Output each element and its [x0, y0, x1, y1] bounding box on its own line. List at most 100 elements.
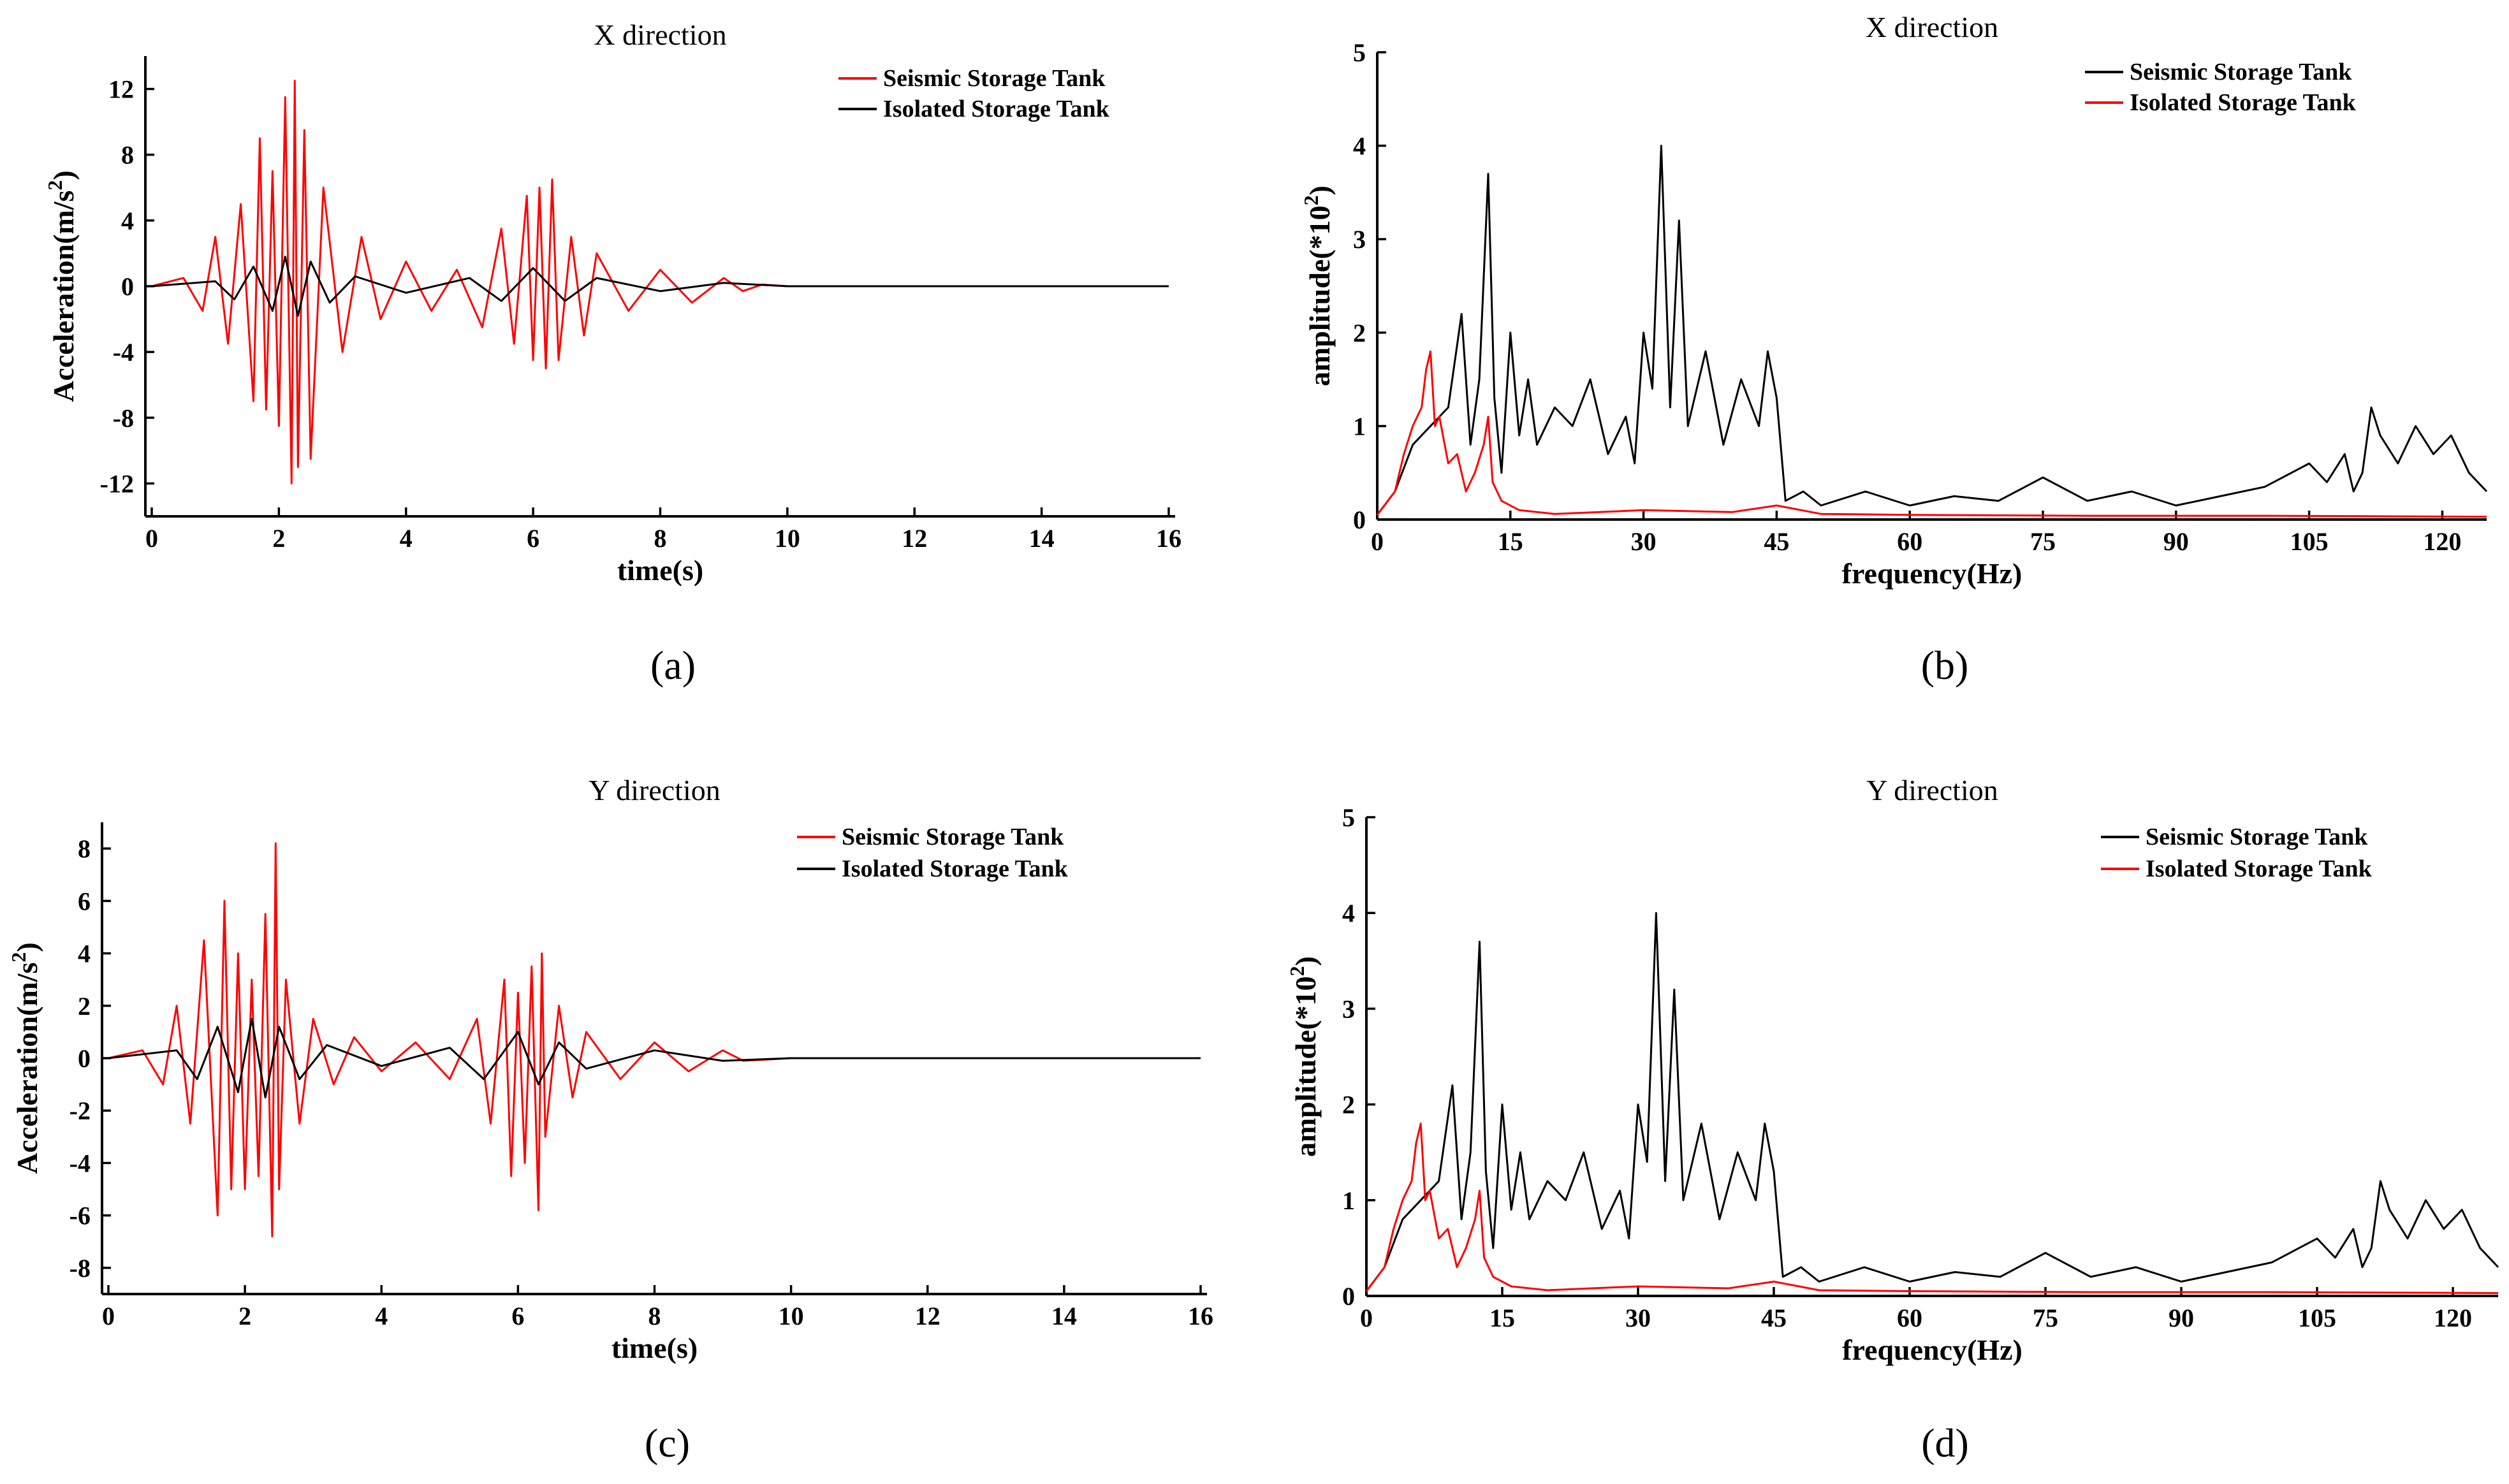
series-line-isolated-storage-tank	[1376, 350, 2487, 518]
chart-panel-c: Y direction 0 2 4 6 8 10 12 14 16 8 6 4 2 0 -2 -4 -6 -8 tim…	[7, 774, 1213, 1466]
series-line-seismic-storage-tank	[108, 842, 1201, 1238]
y-tick-label: -8	[113, 404, 134, 432]
y-axis-title-main: amplitude(*10	[1303, 205, 1336, 386]
x-tick-label: 60	[1897, 527, 1922, 556]
y-tick-label: -8	[69, 1254, 91, 1283]
y-axis-title-end: )	[1303, 186, 1336, 195]
y-tick-label: -4	[113, 338, 134, 367]
y-tick-label: 1	[1342, 1186, 1355, 1215]
x-tick-label: 4	[375, 1302, 388, 1330]
x-tick-label: 6	[511, 1302, 524, 1330]
y-tick-label: 2	[78, 992, 91, 1021]
y-tick-label: 4	[121, 207, 134, 235]
y-axis-title-end: )	[1289, 956, 1322, 966]
x-tick-label: 105	[2290, 527, 2329, 556]
x-tick-label: 0	[1360, 1304, 1373, 1332]
y-tick-label: 4	[78, 940, 91, 968]
x-tick-label: 60	[1897, 1304, 1922, 1332]
y-axis-title-main: amplitude(*10	[1289, 976, 1322, 1157]
y-axis-title-end: )	[47, 170, 80, 180]
y-axis-title-main: Acceleration(m/s	[11, 963, 43, 1174]
x-tick-label: 0	[145, 524, 158, 553]
y-tick-label: 1	[1353, 412, 1366, 440]
legend-entry: Isolated Storage Tank	[883, 96, 1110, 122]
y-axis-title: Acceleration(m/s2)	[43, 170, 80, 402]
x-tick-label: 16	[1188, 1302, 1213, 1330]
x-tick-label: 30	[1625, 1304, 1651, 1332]
y-axis-title: amplitude(*102)	[1285, 956, 1322, 1157]
y-tick-label: 4	[1353, 132, 1366, 161]
x-tick-label: 14	[1051, 1302, 1077, 1330]
legend-entry: Isolated Storage Tank	[842, 855, 1069, 882]
y-axis-title-superscript: 2	[1299, 195, 1322, 205]
y-tick-label: -2	[69, 1096, 91, 1125]
x-tick-label: 45	[1764, 527, 1789, 556]
y-tick-label: 0	[121, 272, 134, 301]
chart-title: X direction	[1866, 11, 1998, 43]
y-axis-title-superscript: 2	[1285, 966, 1308, 976]
y-tick-label: 4	[1342, 899, 1355, 927]
legend-entry: Isolated Storage Tank	[2146, 855, 2373, 882]
x-tick-label: 45	[1761, 1304, 1787, 1332]
x-tick-label: 12	[915, 1302, 940, 1330]
panel-label: (a)	[650, 643, 696, 688]
x-axis-title: time(s)	[617, 554, 703, 586]
legend-entry: Seismic Storage Tank	[842, 824, 1064, 850]
x-tick-label: 2	[272, 524, 285, 553]
y-tick-label: 2	[1353, 319, 1366, 347]
y-tick-label: 3	[1342, 994, 1355, 1023]
y-tick-label: 8	[78, 834, 91, 863]
series-line-seismic-storage-tank	[1376, 145, 2488, 516]
series-line-isolated-storage-tank	[151, 256, 1169, 317]
y-tick-label: 0	[78, 1044, 91, 1073]
x-tick-label: 2	[238, 1302, 251, 1330]
x-tick-label: 15	[1489, 1304, 1515, 1332]
y-tick-label: 0	[1353, 506, 1366, 534]
panel-label: (c)	[645, 1420, 690, 1466]
chart-title: Y direction	[1866, 774, 1998, 806]
series-line-seismic-storage-tank	[151, 80, 1169, 484]
legend-entry: Seismic Storage Tank	[2146, 824, 2368, 850]
y-axis-title-superscript: 2	[7, 952, 30, 963]
y-tick-label: 6	[78, 887, 91, 915]
y-tick-label: 5	[1353, 38, 1366, 67]
y-tick-label: 2	[1342, 1091, 1355, 1119]
legend-entry: Seismic Storage Tank	[2130, 59, 2352, 85]
x-tick-label: 15	[1498, 527, 1523, 556]
y-tick-label: 12	[108, 75, 134, 104]
x-axis-title: time(s)	[611, 1332, 698, 1364]
x-tick-label: 4	[400, 524, 413, 553]
x-tick-label: 6	[527, 524, 539, 553]
y-axis-title-superscript: 2	[43, 180, 66, 191]
x-tick-label: 75	[2033, 1304, 2058, 1332]
x-tick-label: 10	[775, 524, 800, 553]
x-tick-label: 0	[102, 1302, 115, 1330]
y-axis-title-end: )	[11, 942, 43, 952]
x-tick-label: 120	[2434, 1304, 2472, 1332]
series-line-isolated-storage-tank	[1365, 1123, 2499, 1294]
y-tick-label: 0	[1342, 1282, 1355, 1311]
x-axis-title: frequency(Hz)	[1842, 557, 2023, 590]
x-tick-label: 10	[779, 1302, 804, 1330]
x-tick-label: 16	[1156, 524, 1181, 553]
y-tick-label: -6	[69, 1202, 91, 1230]
series-line-isolated-storage-tank	[108, 1017, 1201, 1099]
x-tick-label: 8	[648, 1302, 661, 1330]
x-tick-label: 105	[2298, 1304, 2336, 1332]
panel-label: (b)	[1921, 643, 1969, 688]
chart-panel-a: X direction 0 2 4 6 8 10 12 14 16 12 8 4 0 -4 -8 -12 time…	[43, 18, 1181, 688]
y-tick-label: 3	[1353, 225, 1366, 254]
y-axis-title: amplitude(*102)	[1299, 186, 1336, 386]
x-tick-label: 0	[1371, 527, 1384, 556]
x-tick-label: 8	[654, 524, 667, 553]
y-tick-label: 5	[1342, 803, 1355, 832]
x-tick-label: 90	[2163, 527, 2189, 556]
legend-entry: Seismic Storage Tank	[883, 65, 1106, 92]
legend-entry: Isolated Storage Tank	[2130, 89, 2357, 116]
y-tick-label: -4	[69, 1149, 91, 1177]
x-tick-label: 120	[2423, 527, 2461, 556]
x-tick-label: 90	[2169, 1304, 2194, 1332]
